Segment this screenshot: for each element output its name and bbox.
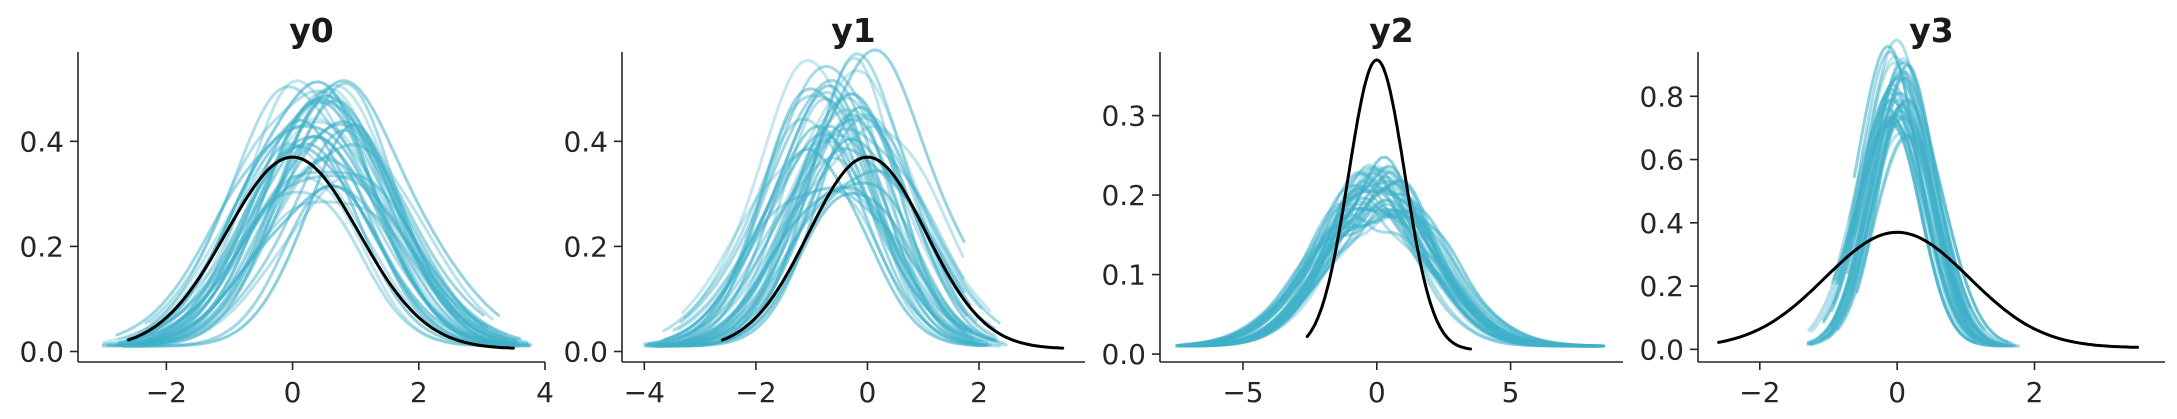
panel-y0: y0 0.0 0.2 0.4 −2 0 2 4: [19, 11, 553, 409]
panel-y1: y1 0.0 0.2 0.4 −4 −2 0 2: [563, 11, 1085, 409]
observed-curve: [720, 155, 1065, 350]
predictive-curve: [115, 94, 518, 342]
predictive-curve: [1820, 91, 1983, 341]
predictive-curve: [115, 97, 532, 348]
y-tick-label: 0.2: [1101, 179, 1146, 212]
predictive-curve: [141, 174, 509, 348]
x-tick-label: 0: [284, 376, 302, 409]
predictive-curve: [1175, 208, 1600, 348]
predictive-curve: [661, 113, 997, 347]
predictive-curve: [125, 79, 501, 341]
predictive-curve: [650, 127, 965, 347]
y-tick-label: 0.0: [19, 335, 64, 368]
predictive-curve: [647, 124, 992, 347]
predictive-curve: [1855, 63, 1972, 319]
predictive-curve: [117, 80, 530, 348]
y-tick-label: 0.6: [1639, 144, 1684, 177]
x-tick-label: 0: [1368, 376, 1386, 409]
panel-title: y3: [1909, 11, 1953, 50]
panel-y3: y3 0.0 0.2 0.4 0.6 0.8 −2 0 2: [1639, 11, 2165, 409]
predictive-curve: [1817, 113, 2002, 347]
x-tick-label: −2: [735, 376, 776, 409]
observed-curve: [127, 155, 515, 350]
predictive-curve: [120, 123, 526, 348]
predictive-curve: [685, 84, 981, 344]
y-tick-label: 0.0: [1101, 338, 1146, 371]
predictive-curve: [1808, 116, 1993, 346]
predictive-curve: [664, 118, 984, 348]
predictive-curve: [658, 79, 977, 345]
predictive-curve: [1182, 196, 1593, 348]
x-tick-label: −4: [624, 376, 665, 409]
predictive-curve: [1178, 169, 1602, 348]
panel-title: y2: [1369, 11, 1413, 50]
predictive-curve: [677, 69, 992, 331]
predictive-curve: [1809, 134, 2021, 348]
y-tick-label: 0.0: [1639, 333, 1684, 366]
predictive-curve: [1830, 105, 1999, 344]
x-tick-label: 0: [1888, 376, 1906, 409]
predictive-curve: [661, 90, 1005, 345]
predictive-curve: [674, 105, 996, 348]
y-tick-label: 0.4: [563, 125, 608, 158]
y-tick-label: 0.1: [1101, 259, 1146, 292]
predictive-curve: [102, 129, 529, 348]
x-tick-label: −2: [1739, 376, 1780, 409]
x-tick-label: 2: [410, 376, 428, 409]
x-tick-label: −2: [146, 376, 187, 409]
predictive-curve: [679, 97, 987, 347]
predictive-curve: [683, 59, 997, 342]
predictive-curves: [643, 48, 1008, 348]
y-tick-label: 0.2: [563, 230, 608, 263]
predictive-curves: [1174, 155, 1606, 348]
predictive-curve: [143, 87, 496, 347]
y-tick-label: 0.4: [1639, 207, 1684, 240]
x-tick-label: 5: [1502, 376, 1520, 409]
predictive-curve: [151, 174, 494, 346]
panel-title: y1: [831, 11, 875, 50]
predictive-curve: [672, 185, 974, 335]
predictive-curves: [1806, 38, 2021, 348]
predictive-curve: [1808, 104, 1975, 345]
panel-y2: y2 0.0 0.1 0.2 0.3 −5 0 5: [1101, 11, 1623, 409]
x-tick-label: 4: [536, 376, 554, 409]
y-tick-label: 0.8: [1639, 80, 1684, 113]
predictive-curve: [1832, 121, 2012, 348]
predictive-curve: [1178, 200, 1604, 348]
predictive-curve: [133, 99, 518, 347]
x-tick-label: 2: [970, 376, 988, 409]
predictive-curve: [126, 118, 531, 348]
predictive-curve: [125, 143, 485, 343]
observed-curve: [1305, 58, 1472, 351]
y-tick-label: 0.2: [19, 230, 64, 263]
panel-title: y0: [289, 11, 333, 50]
predictive-curve: [138, 99, 520, 345]
y-tick-label: 0.4: [19, 125, 64, 158]
predictive-curve: [1189, 179, 1593, 348]
x-tick-label: 0: [859, 376, 877, 409]
predictive-curves: [102, 79, 532, 348]
predictive-curve: [123, 134, 505, 348]
predictive-curve: [679, 65, 1001, 325]
predictive-curve: [108, 190, 495, 348]
y-tick-label: 0.0: [563, 335, 608, 368]
x-tick-label: 2: [2026, 376, 2044, 409]
y-tick-label: 0.3: [1101, 100, 1146, 133]
x-tick-label: −5: [1222, 376, 1263, 409]
y-tick-label: 0.2: [1639, 270, 1684, 303]
predictive-curve: [142, 142, 519, 348]
observed-curve: [1717, 230, 2139, 349]
